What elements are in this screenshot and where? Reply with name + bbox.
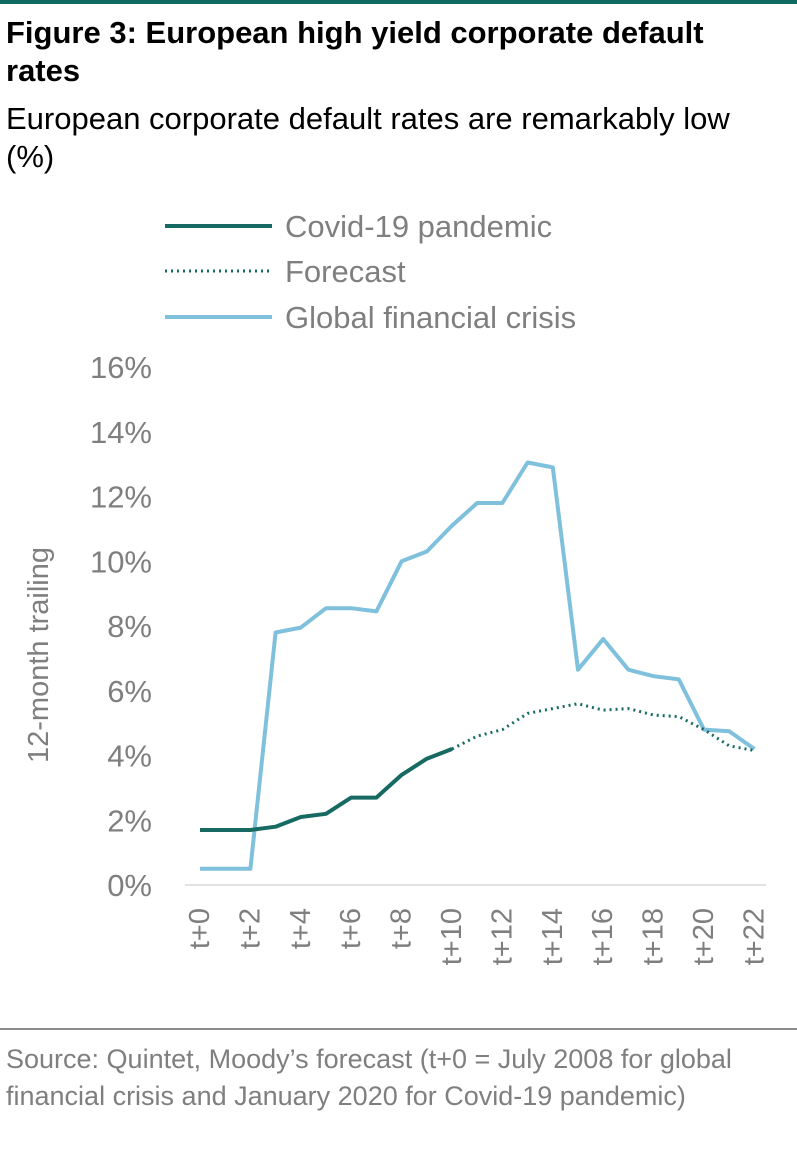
x-tick-label: t+14 xyxy=(537,908,569,965)
y-tick-label: 16% xyxy=(90,350,152,385)
y-tick-label: 12% xyxy=(90,480,152,515)
legend-label-gfc: Global financial crisis xyxy=(285,300,576,335)
series-layer xyxy=(200,460,756,871)
x-tick-label: t+12 xyxy=(486,908,518,965)
legend-item-gfc: Global financial crisis xyxy=(165,300,576,335)
legend-item-forecast: Forecast xyxy=(165,254,406,289)
y-tick-label: 14% xyxy=(90,415,152,450)
source-note: Source: Quintet, Moody’s forecast (t+0 =… xyxy=(6,1044,732,1111)
x-tick-label: t+18 xyxy=(638,908,670,965)
y-tick-label: 6% xyxy=(107,674,152,709)
y-tick-label: 0% xyxy=(107,868,152,903)
x-tick-label: t+20 xyxy=(688,908,720,965)
series-line-gfc xyxy=(200,460,756,871)
y-axis-ticks: 0% 2% 4% 6% 8% 10% 12% 14% 16% xyxy=(90,350,152,903)
x-axis-ticks: t+0 t+2 t+4 t+6 t+8 t+10 t+12 t+14 t+16 t+18 t+20 t… xyxy=(184,908,770,965)
x-tick-label: t+16 xyxy=(587,908,619,965)
x-tick-label: t+4 xyxy=(285,908,317,949)
series-line-covid xyxy=(200,747,453,832)
y-tick-label: 4% xyxy=(107,739,152,774)
legend-label-covid: Covid-19 pandemic xyxy=(285,209,552,244)
legend-label-forecast: Forecast xyxy=(285,254,406,289)
legend-item-covid: Covid-19 pandemic xyxy=(165,209,552,244)
x-tick-label: t+8 xyxy=(386,908,418,949)
bottom-rule xyxy=(0,1028,797,1030)
legend: Covid-19 pandemic Forecast Global financ… xyxy=(165,209,576,335)
x-tick-label: t+22 xyxy=(738,908,770,965)
series-line-forecast xyxy=(451,702,755,753)
figure-title: Figure 3: European high yield corporate … xyxy=(6,15,704,88)
x-tick-label: t+2 xyxy=(234,908,266,949)
figure-subtitle: European corporate default rates are rem… xyxy=(6,101,730,174)
y-tick-label: 10% xyxy=(90,544,152,579)
x-tick-label: t+10 xyxy=(436,908,468,965)
y-axis-label: 12-month trailing xyxy=(23,547,55,763)
x-tick-label: t+6 xyxy=(335,908,367,949)
x-tick-label: t+0 xyxy=(184,908,216,949)
y-tick-label: 8% xyxy=(107,609,152,644)
line-chart: Covid-19 pandemic Forecast Global financ… xyxy=(23,209,770,965)
y-tick-label: 2% xyxy=(107,803,152,838)
top-rule xyxy=(0,0,797,4)
